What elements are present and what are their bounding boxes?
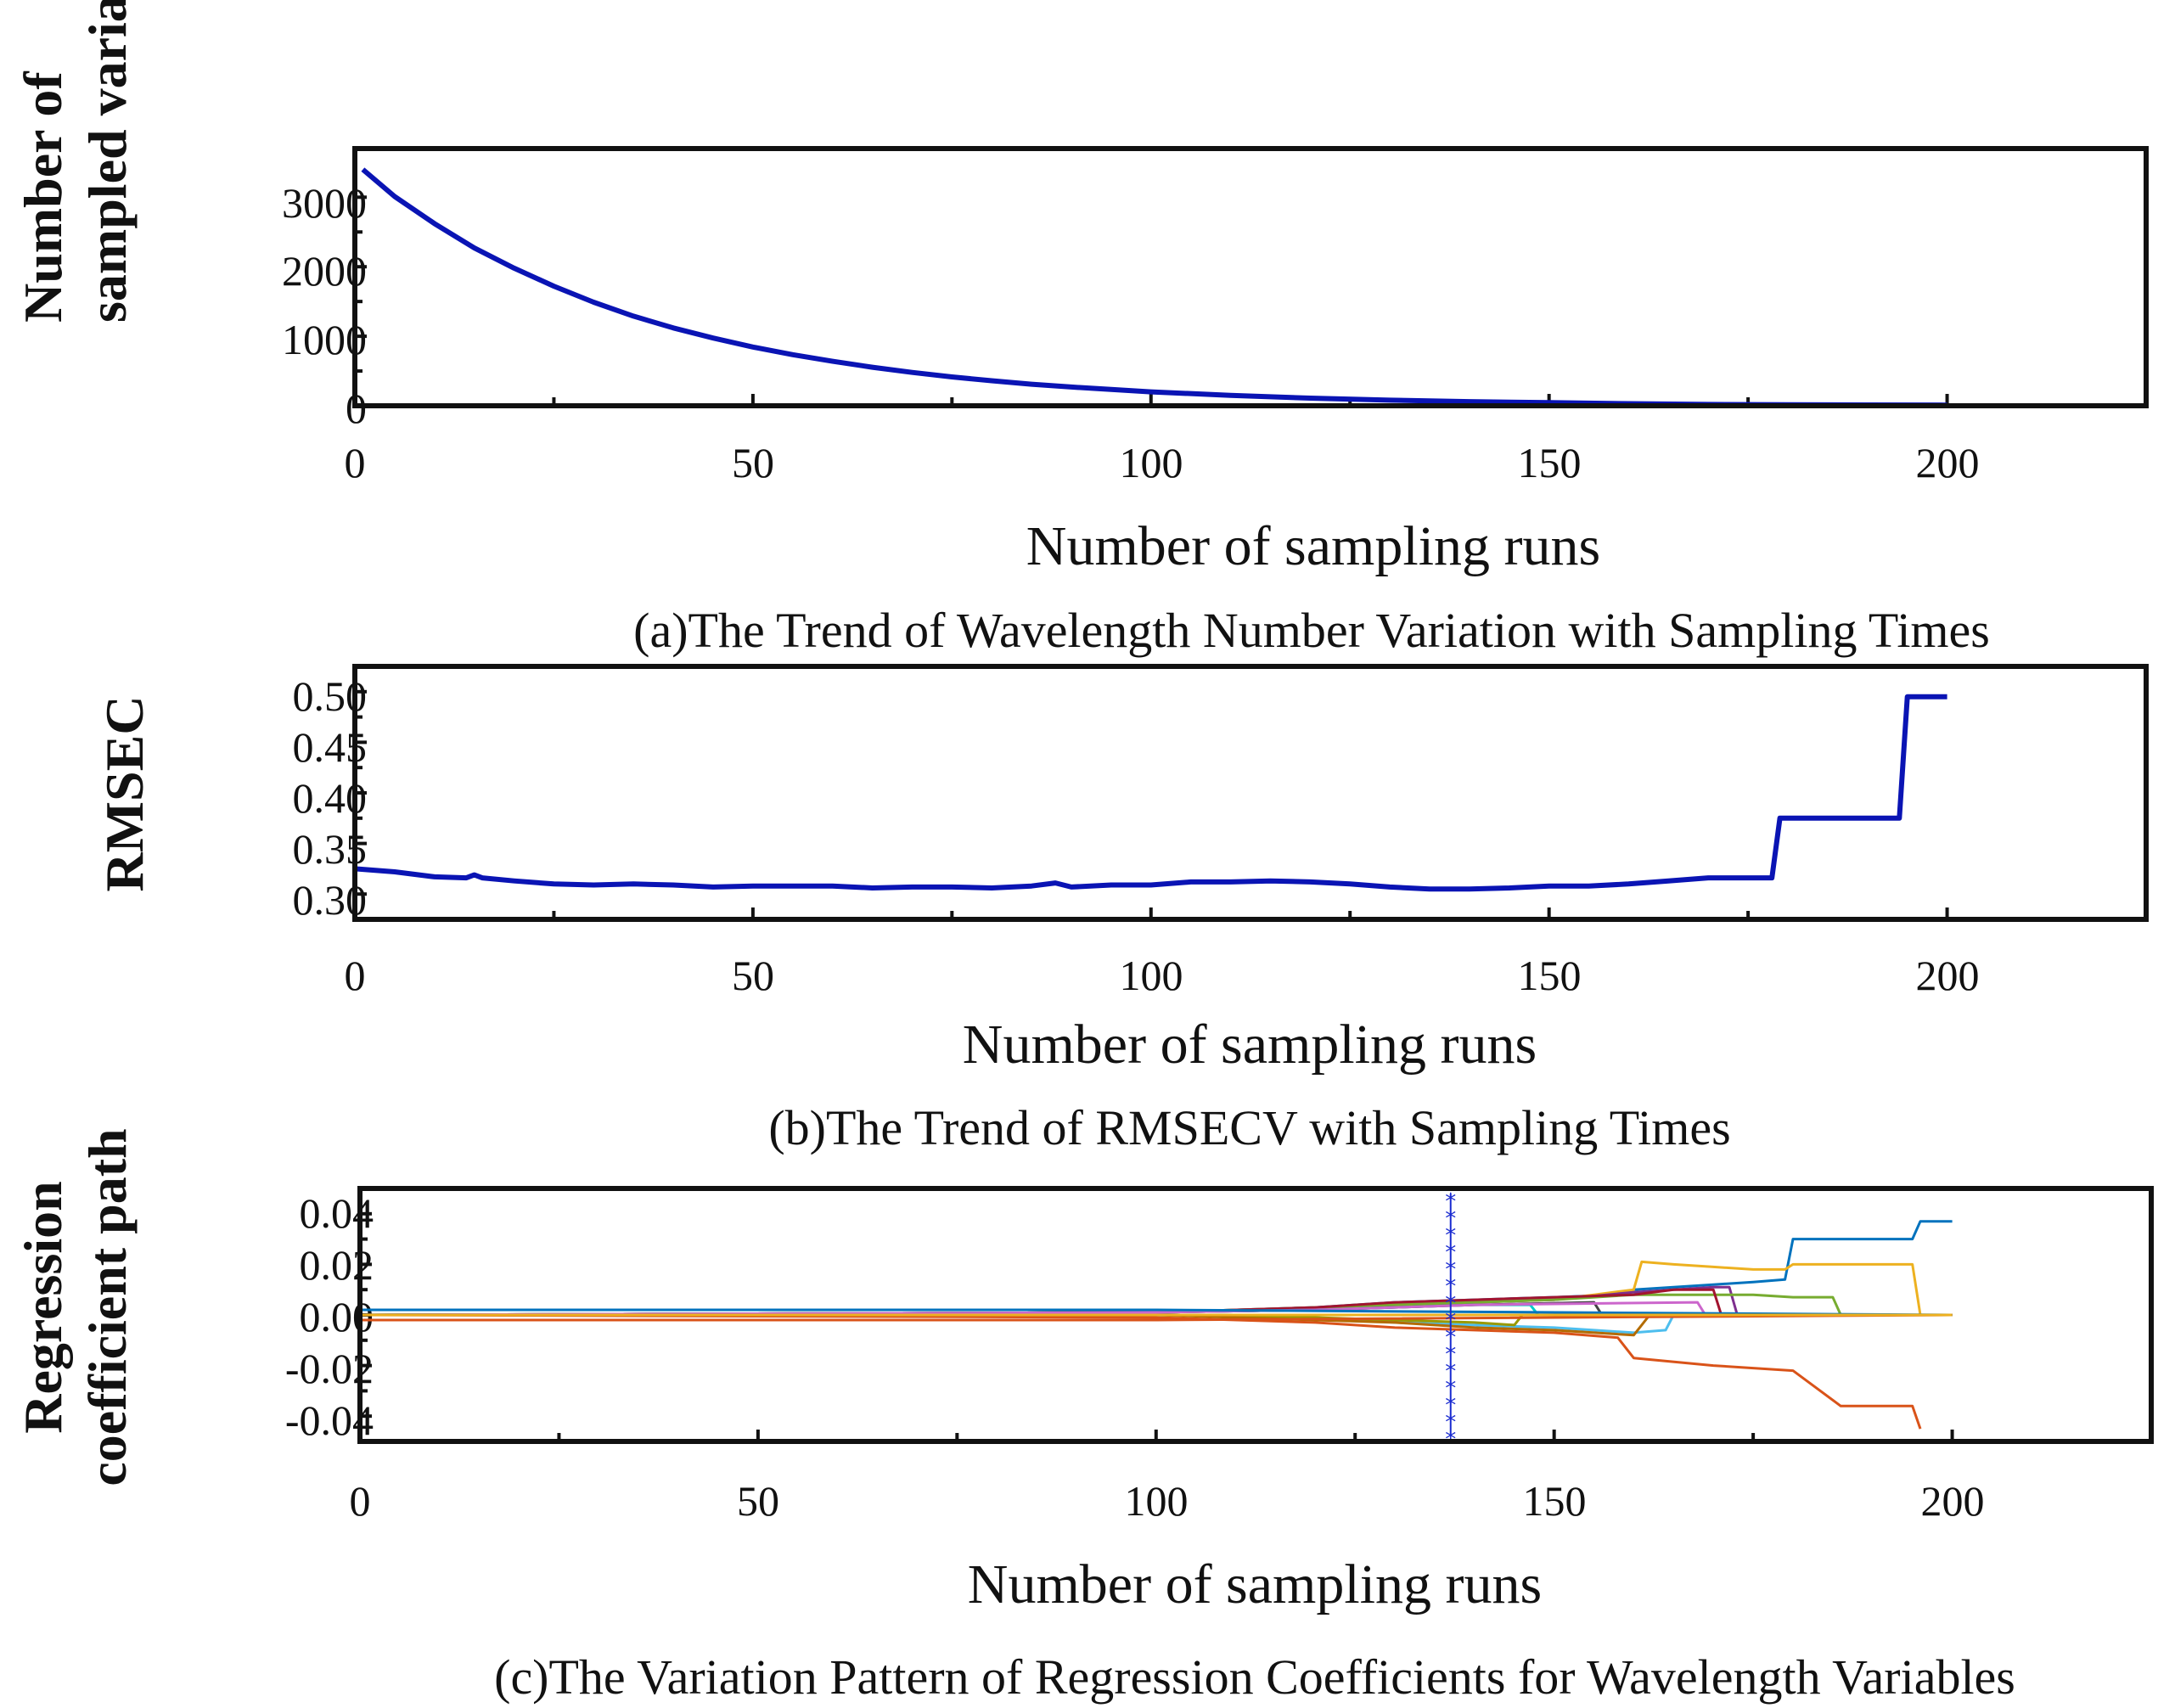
panel-c-series-c11 (360, 1313, 1953, 1337)
panel-c-ylabel-line2: coefficient path (77, 1128, 138, 1486)
panel-b-xtick-label: 50 (732, 952, 774, 999)
panel-c-marker-star: * (1445, 1257, 1456, 1283)
panel-c-series-c7 (359, 1288, 1953, 1317)
panel-c: Regression coefficient path -0.04 -0.02 … (13, 1128, 2154, 1705)
panel-c-marker-star: * (1445, 1376, 1456, 1402)
panel-b-xtick-label: 0 (345, 952, 366, 999)
panel-c-marker-star: * (1445, 1291, 1456, 1317)
panel-c-marker-star: * (1445, 1359, 1456, 1385)
panel-b-xlabel: Number of sampling runs (963, 1014, 1537, 1076)
panel-a-ylabel-line1: Number of (13, 71, 73, 323)
panel-c-marker-star: * (1445, 1274, 1456, 1300)
panel-c-xticks: 0 50 100 150 200 (350, 1477, 1985, 1525)
panel-c-xtick-label: 100 (1125, 1477, 1189, 1525)
panel-c-ylabel: Regression coefficient path (13, 1128, 138, 1486)
panel-c-marker-star: * (1445, 1308, 1456, 1334)
panel-c-xtick-label: 150 (1523, 1477, 1587, 1525)
panel-b: RMSEC 0.30 0.35 0.40 0.45 0.50 0 50 100 … (94, 664, 2149, 1155)
panel-b-xticks: 0 50 100 150 200 (345, 952, 1980, 999)
panel-c-xtick-label: 50 (737, 1477, 779, 1525)
panel-a-series-sampled variables (361, 167, 1947, 408)
panel-c-xtick-label: 200 (1921, 1477, 1985, 1525)
panel-c-marker-star: * (1445, 1342, 1456, 1368)
panel-a-xtick-label: 0 (345, 439, 366, 486)
panel-c-caption: (c)The Variation Pattern of Regression C… (494, 1649, 2015, 1705)
panel-a-caption: (a)The Trend of Wavelength Number Variat… (633, 603, 1990, 658)
panel-c-marker-star: * (1445, 1393, 1456, 1419)
panel-a-xticks: 0 50 100 150 200 (345, 439, 1980, 486)
panel-c-plot: *************** (358, 1189, 1954, 1452)
panel-b-frame (352, 664, 2149, 922)
panel-c-series-c13 (360, 1308, 1953, 1317)
panel-a-xtick-label: 50 (732, 439, 774, 486)
panel-b-caption: (b)The Trend of RMSECV with Sampling Tim… (768, 1100, 1730, 1155)
panel-a-xlabel: Number of sampling runs (1026, 515, 1600, 577)
panel-a-ylabel: Number of sampled variables (13, 0, 138, 323)
panel-c-xtick-label: 0 (350, 1477, 371, 1525)
panel-a-xtick-label: 100 (1120, 439, 1183, 486)
panel-a-xtick-label: 150 (1518, 439, 1582, 486)
panel-b-xtick-label: 100 (1120, 952, 1183, 999)
panel-a-ylabel-line2: sampled variables (77, 0, 138, 323)
panel-b-series-RMSECV (354, 694, 1947, 892)
panel-c-marker-line: *************** (1445, 1189, 1456, 1452)
panel-c-marker-star: * (1445, 1325, 1456, 1351)
panel-c-marker-star: * (1445, 1240, 1456, 1266)
panel-c-ylabel-line1: Regression (13, 1181, 73, 1433)
panel-c-marker-star: * (1445, 1189, 1456, 1215)
panel-c-marker-star: * (1445, 1223, 1456, 1249)
panel-c-marker-star: * (1445, 1410, 1456, 1436)
panel-b-plot (353, 689, 1949, 919)
panel-a-plot (353, 167, 1949, 408)
panel-c-series-c14 (360, 1313, 1953, 1322)
panel-c-marker-star: * (1445, 1206, 1456, 1232)
panel-a-frame (352, 146, 2149, 408)
panel-b-ylabel: RMSEC (94, 695, 155, 891)
panel-b-ylabel-line1: RMSEC (94, 695, 155, 891)
panel-a-xtick-label: 200 (1916, 439, 1980, 486)
panel-c-xlabel: Number of sampling runs (968, 1553, 1542, 1615)
panel-b-xtick-label: 150 (1518, 952, 1582, 999)
panel-a: Number of sampled variables 0 1000 2000 … (13, 0, 2149, 658)
panel-c-series-c2 (359, 1313, 1922, 1430)
panel-b-xtick-label: 200 (1916, 952, 1980, 999)
panel-c-frame (357, 1186, 2154, 1444)
